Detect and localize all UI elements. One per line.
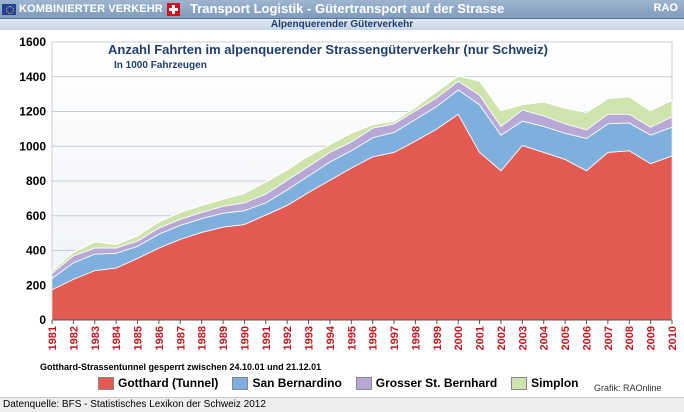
x-tick-label: 2006 <box>581 326 593 350</box>
y-tick-label: 400 <box>26 244 46 258</box>
x-tick-label: 1985 <box>133 326 145 350</box>
legend-swatch <box>232 376 249 390</box>
legend-item: Grosser St. Bernhard <box>355 376 498 390</box>
x-tick-label: 1992 <box>282 326 294 350</box>
x-tick-label: 1993 <box>304 326 316 350</box>
eu-flag-icon <box>2 3 16 15</box>
data-source: Datenquelle: BFS - Statistisches Lexikon… <box>3 399 266 410</box>
x-tick-label: 1996 <box>368 326 380 350</box>
chart-legend: Gotthard (Tunnel) San Bernardino Grosser S… <box>98 376 593 390</box>
app-header: KOMBINIERTER VERKEHR Transport Logistik … <box>0 0 684 19</box>
legend-label: San Bernardino <box>252 376 342 390</box>
footer-bar: Datenquelle: BFS - Statistisches Lexikon… <box>0 397 684 412</box>
x-tick-label: 1986 <box>154 326 166 350</box>
x-tick-label: 2007 <box>603 326 615 350</box>
page-title: Transport Logistik - Gütertransport auf … <box>190 1 505 16</box>
chart-subtitle: In 1000 Fahrzeugen <box>114 60 207 71</box>
x-tick-label: 2000 <box>453 326 465 350</box>
x-tick-label: 1982 <box>68 326 80 350</box>
legend-swatch <box>355 376 372 390</box>
kombiverkehr-logo: KOMBINIERTER VERKEHR <box>2 2 180 16</box>
y-tick-label: 1400 <box>19 70 46 84</box>
x-tick-label: 2002 <box>496 326 508 350</box>
legend-label: Grosser St. Bernhard <box>375 376 498 390</box>
y-tick-label: 800 <box>26 174 46 188</box>
y-tick-label: 1200 <box>19 105 46 119</box>
y-tick-label: 1000 <box>19 139 46 153</box>
legend-label: Simplon <box>531 376 579 390</box>
x-tick-label: 2008 <box>624 326 636 350</box>
y-tick-label: 0 <box>39 313 46 327</box>
x-tick-label: 1999 <box>432 326 444 350</box>
swiss-flag-icon <box>166 2 180 16</box>
y-tick-label: 600 <box>26 209 46 223</box>
x-tick-label: 1998 <box>410 326 422 350</box>
x-tick-label: 2003 <box>517 326 529 350</box>
y-tick-label: 1600 <box>19 35 46 49</box>
brand-label: KOMBINIERTER VERKEHR <box>19 3 163 15</box>
x-tick-label: 1984 <box>111 325 123 350</box>
graphic-credit: Grafik: RAOnline <box>594 383 662 393</box>
subtitle-bar: Alpenquerender Güterverkehr <box>0 19 684 30</box>
area-series-edge-3 <box>51 75 673 271</box>
x-tick-label: 2009 <box>646 326 658 350</box>
legend-item: Simplon <box>511 376 579 390</box>
rao-label: RAO <box>653 2 678 14</box>
x-tick-label: 1981 <box>47 326 59 350</box>
gotthard-closure-note: Gotthard-Strassentunnel gesperrt zwische… <box>40 362 322 372</box>
x-tick-label: 1983 <box>90 326 102 350</box>
x-tick-label: 2004 <box>539 325 551 350</box>
x-tick-label: 1994 <box>325 325 337 350</box>
y-tick-label: 200 <box>26 278 46 292</box>
x-tick-label: 2010 <box>667 326 679 350</box>
x-tick-label: 1997 <box>389 326 401 350</box>
x-tick-label: 1990 <box>239 326 251 350</box>
x-tick-label: 1989 <box>218 326 230 350</box>
legend-item: Gotthard (Tunnel) <box>98 376 218 390</box>
legend-label: Gotthard (Tunnel) <box>118 376 219 390</box>
x-tick-label: 2005 <box>560 326 572 350</box>
legend-swatch <box>511 376 528 390</box>
x-tick-label: 2001 <box>475 326 487 350</box>
legend-item: San Bernardino <box>232 376 342 390</box>
page-subtitle: Alpenquerender Güterverkehr <box>270 19 414 30</box>
x-tick-label: 1991 <box>261 326 273 350</box>
x-tick-label: 1988 <box>197 326 209 350</box>
x-tick-label: 1987 <box>175 326 187 350</box>
chart-title: Anzahl Fahrten im alpenquerender Strasse… <box>108 42 548 57</box>
x-tick-label: 1995 <box>346 326 358 350</box>
legend-swatch <box>98 376 114 390</box>
